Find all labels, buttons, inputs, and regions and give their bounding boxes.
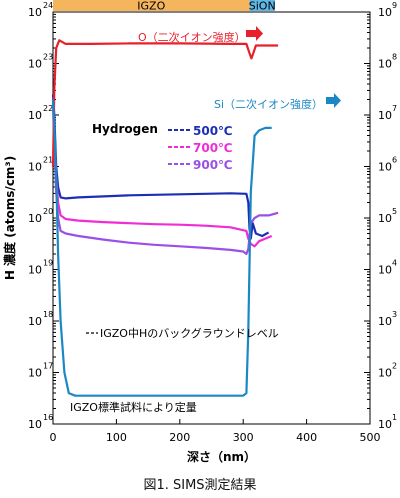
y-left-tick-label-exponent: 22 (43, 104, 53, 113)
y-right-tick-label-exponent: 9 (392, 1, 397, 10)
series-line-4 (51, 99, 272, 397)
y-right-tick-label-base: 10 (378, 367, 392, 380)
y-right-tick-label-exponent: 7 (392, 104, 397, 113)
layer-label-igzo: IGZO (137, 0, 165, 13)
y-right-tick-label: 107 (378, 104, 397, 122)
y-left-tick-label-base: 10 (28, 161, 42, 174)
y-right-tick-label: 109 (378, 1, 397, 19)
x-tick-label: 100 (106, 431, 127, 444)
series-line-2 (51, 104, 279, 256)
legend: Hydrogen 500℃ 700℃ 900℃ (92, 122, 233, 172)
figure-caption: 図1. SIMS測定結果 (143, 478, 257, 493)
y-left-tick-label-exponent: 16 (43, 413, 53, 422)
y-right-tick-label-base: 10 (378, 109, 392, 122)
y-right-tick-label: 106 (378, 156, 397, 174)
y-right-tick-label-exponent: 4 (392, 259, 397, 268)
y-right-tick-label: 103 (378, 310, 397, 328)
series-line-1 (51, 99, 273, 248)
y-axis-label: H 濃度 (atoms/cm³) (2, 156, 17, 280)
y-right-tick-label-exponent: 1 (392, 413, 397, 422)
legend-label: 700℃ (193, 141, 233, 155)
series-line-3 (51, 39, 279, 167)
y-right-tick-label-base: 10 (378, 58, 392, 71)
y-right-tick-label-exponent: 2 (392, 362, 397, 371)
background-annotation: IGZO中Hのバックグラウンドレベル (100, 326, 279, 340)
o-arrow (246, 26, 263, 41)
y-right-tick-label: 108 (378, 53, 397, 71)
y-left-tick-label-base: 10 (28, 264, 42, 277)
y-right-tick-label: 104 (378, 259, 397, 277)
y-right-tick-label-base: 10 (378, 315, 392, 328)
si-arrow (326, 93, 341, 108)
layer-bands: IGZO SiON (53, 0, 276, 13)
x-tick-label: 400 (296, 431, 317, 444)
y-right-tick-label: 102 (378, 362, 397, 380)
y-right-tick-label-base: 10 (378, 264, 392, 277)
y-left-tick-label-base: 10 (28, 315, 42, 328)
y-right-tick-label-exponent: 3 (392, 310, 397, 319)
calibration-annotation: IGZO標準試料により定量 (70, 400, 197, 414)
y-right-tick-label-base: 10 (378, 418, 392, 431)
y-left-tick-label-base: 10 (28, 109, 42, 122)
layer-band-igzo (53, 0, 250, 11)
y-left-tick-label-base: 10 (28, 58, 42, 71)
x-tick-label: 300 (233, 431, 254, 444)
y-left-tick-label-base: 10 (28, 6, 42, 19)
y-left-tick-label-exponent: 20 (43, 207, 53, 216)
sims-chart: IGZO SiON 0 100 200 300 400 500深さ（nm）102410231… (2, 0, 397, 464)
layer-label-sion: SiON (249, 0, 276, 13)
legend-label: 500℃ (193, 124, 233, 138)
y-right-tick-label: 105 (378, 207, 397, 225)
x-tick-label: 0 (50, 431, 57, 444)
y-left-tick-label-exponent: 24 (43, 1, 53, 10)
y-right-tick-label-exponent: 8 (392, 53, 397, 62)
o-annotation: O（二次イオン強度） (138, 30, 246, 44)
y-left-tick-label-exponent: 19 (43, 259, 53, 268)
y-right-tick-label-base: 10 (378, 212, 392, 225)
series-line-0 (51, 94, 270, 240)
y-left-tick-label-base: 10 (28, 367, 42, 380)
si-annotation: Si（二次イオン強度） (214, 97, 323, 111)
data-lines (51, 39, 279, 397)
y-left-tick-label-exponent: 17 (43, 362, 53, 371)
layer-band-sion (249, 0, 275, 11)
ticks: 0 100 200 300 400 500深さ（nm）102410231022102110… (2, 1, 397, 464)
y-left-tick-label-base: 10 (28, 418, 42, 431)
y-left-tick-label-exponent: 23 (43, 53, 53, 62)
y-right-tick-label-base: 10 (378, 161, 392, 174)
legend-title: Hydrogen (92, 122, 158, 136)
y-right-tick-label-exponent: 6 (392, 156, 397, 165)
x-tick-label: 200 (169, 431, 190, 444)
y-right-tick-label: 101 (378, 413, 397, 431)
y-right-tick-label-base: 10 (378, 6, 392, 19)
y-right-tick-label-exponent: 5 (392, 207, 397, 216)
y-left-tick-label-base: 10 (28, 212, 42, 225)
x-axis-label: 深さ（nm） (187, 449, 256, 464)
annotations: O（二次イオン強度） Si（二次イオン強度） IGZO中Hのバックグラウンドレベル I… (70, 26, 341, 414)
x-tick-label: 500 (360, 431, 381, 444)
y-left-tick-label-exponent: 18 (43, 310, 53, 319)
y-left-tick-label-exponent: 21 (43, 156, 53, 165)
legend-label: 900℃ (193, 158, 233, 172)
plot-frame (52, 11, 371, 425)
